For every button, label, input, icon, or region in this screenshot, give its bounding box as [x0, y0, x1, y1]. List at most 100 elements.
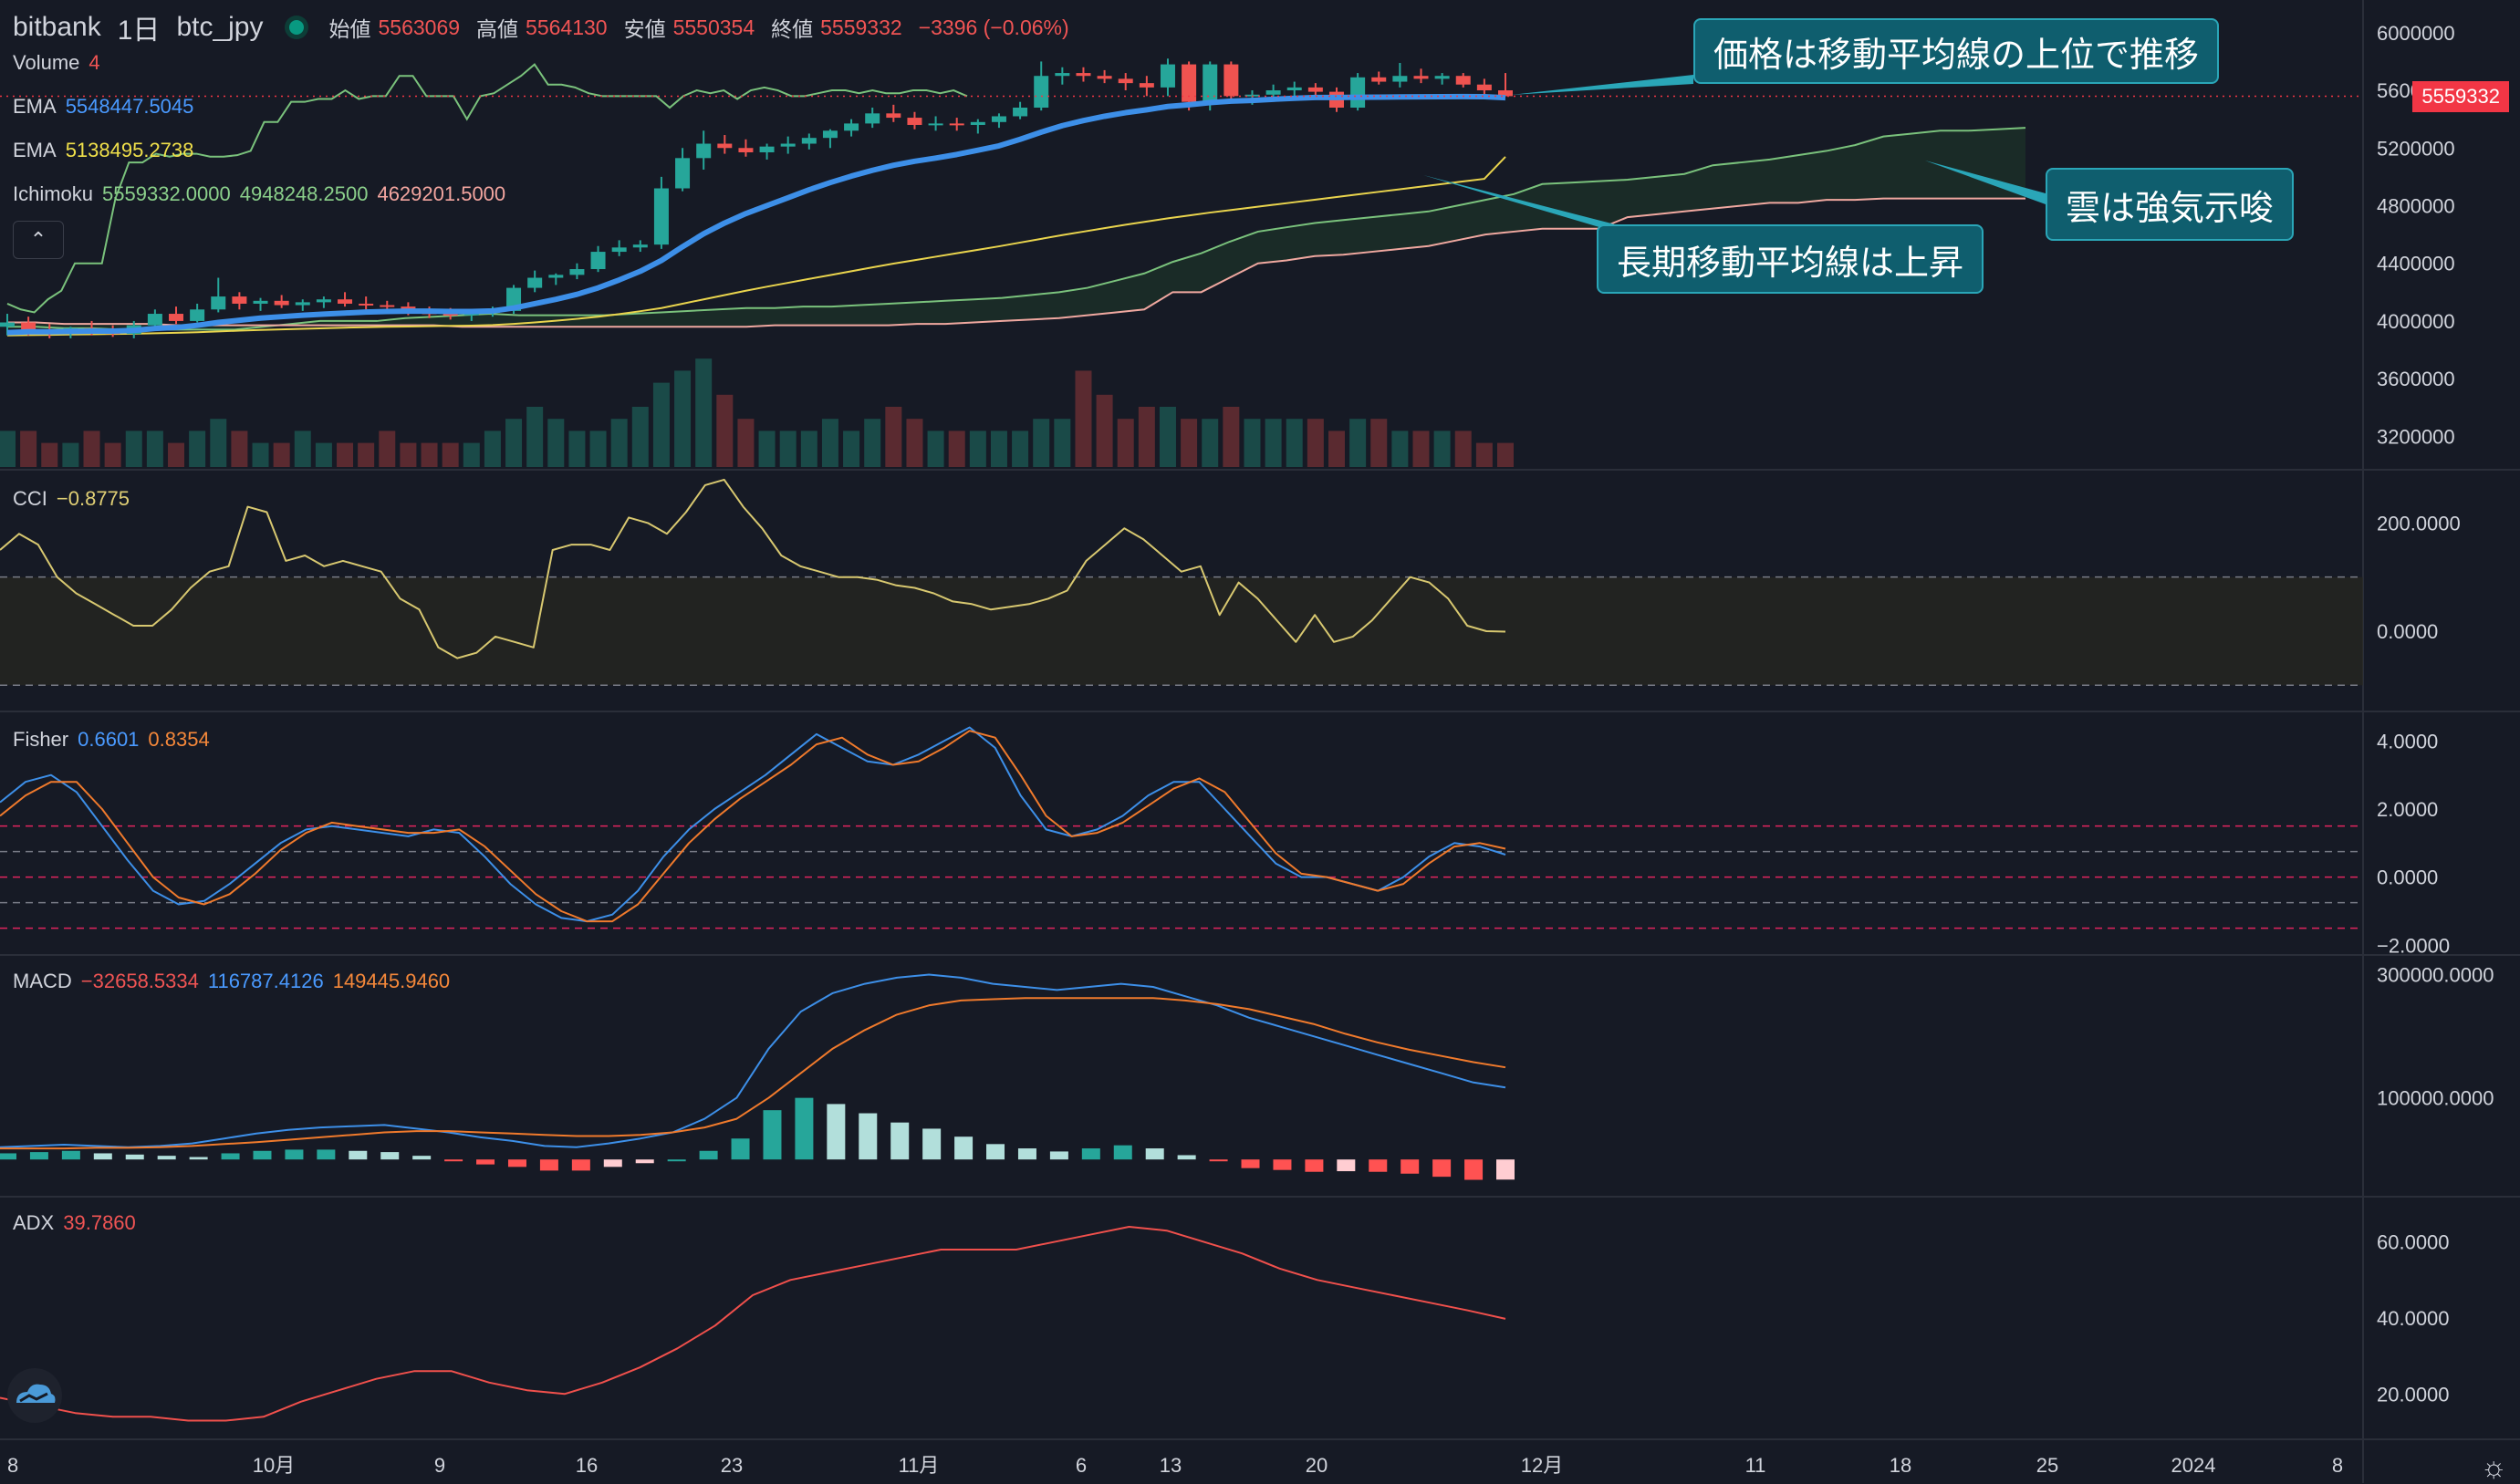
macd-pane — [0, 973, 1515, 1180]
volume-bar — [231, 431, 248, 467]
macd-histogram-bar — [189, 1157, 208, 1160]
cci-band-fill — [0, 576, 2363, 686]
volume-bar — [379, 431, 396, 467]
x-tick-label: 10月 — [253, 1454, 295, 1477]
candle-body — [675, 158, 691, 189]
ichimoku-value-2: 4948248.2500 — [239, 182, 369, 205]
candle-body — [1434, 76, 1450, 79]
macd-histogram-bar — [603, 1159, 622, 1167]
fisher-legend[interactable]: Fisher 0.6601 0.8354 — [13, 728, 210, 752]
x-tick-label: 6 — [1076, 1454, 1087, 1477]
candle-body — [1139, 83, 1154, 88]
volume-bar — [104, 442, 121, 467]
x-tick-label: 11 — [1745, 1454, 1766, 1477]
volume-bar — [1096, 394, 1113, 467]
callout-cloud-bullish[interactable]: 雲は強気示唆 — [2046, 168, 2295, 241]
macd-histogram-bar — [763, 1110, 782, 1160]
adx-legend[interactable]: ADX 39.7860 — [13, 1211, 136, 1235]
macd-legend[interactable]: MACD −32658.5334 116787.4126 149445.9460 — [13, 970, 450, 993]
macd-histogram-bar — [317, 1149, 336, 1160]
candle-body — [1265, 90, 1281, 95]
volume-bar — [442, 442, 459, 467]
fisher-line — [0, 726, 1506, 923]
symbol-header[interactable]: bitbank 1日 btc_jpy 始値 5563069 高値 5564130… — [13, 7, 1069, 47]
adx-value: 39.7860 — [63, 1211, 136, 1234]
macd-histogram-bar — [476, 1159, 495, 1165]
interval-label[interactable]: 1日 — [117, 16, 161, 46]
candle-body — [844, 123, 859, 131]
ichimoku-lagging-span — [6, 63, 968, 314]
macd-y-tick: 100000.0000 — [2377, 1087, 2494, 1110]
candle-body — [527, 277, 543, 288]
ichimoku-label: Ichimoku — [13, 182, 94, 205]
collapse-legend-button[interactable]: ⌃ — [13, 221, 64, 259]
macd-histogram-bar — [795, 1097, 814, 1160]
cci-legend[interactable]: CCI −0.8775 — [13, 487, 130, 511]
candle-body — [653, 188, 669, 245]
ema-slow-legend[interactable]: EMA 5138495.2738 — [13, 139, 193, 162]
candle-body — [1286, 87, 1302, 91]
ema-fast-legend[interactable]: EMA 5548447.5045 — [13, 95, 193, 119]
cci-pane — [0, 478, 2363, 687]
candle-body — [1498, 90, 1513, 97]
volume-value: 4 — [89, 51, 100, 74]
candle-body — [1350, 77, 1366, 108]
macd-histogram-bar — [890, 1122, 910, 1160]
volume-legend[interactable]: Volume 4 — [13, 51, 100, 75]
cci-y-tick: 0.0000 — [2377, 620, 2438, 643]
candle-body — [970, 121, 985, 125]
candle-body — [1476, 84, 1492, 91]
candle-body — [359, 303, 374, 306]
open-value: 5563069 — [378, 15, 461, 39]
x-tick-label: 9 — [434, 1454, 445, 1477]
x-tick-label: 20 — [1306, 1454, 1328, 1477]
macd-histogram-bar — [1337, 1159, 1356, 1172]
ichimoku-legend[interactable]: Ichimoku 5559332.0000 4948248.2500 46292… — [13, 182, 505, 206]
exchange-name: bitbank — [13, 12, 101, 42]
volume-bar — [906, 419, 923, 467]
volume-bar — [1412, 431, 1430, 467]
adx-y-tick: 20.0000 — [2377, 1383, 2450, 1406]
candle-body — [1013, 108, 1028, 117]
volume-bar — [400, 442, 417, 467]
macd-histogram-bar — [922, 1128, 942, 1160]
macd-value-2: 116787.4126 — [207, 970, 324, 992]
callout-text: 雲は強気示唆 — [2066, 189, 2275, 228]
candle-body — [548, 275, 564, 278]
candle-body — [338, 299, 353, 304]
volume-bar — [1391, 431, 1409, 467]
candle-body — [169, 314, 184, 321]
volume-bar — [463, 442, 480, 467]
ichimoku-value-1: 5559332.0000 — [102, 182, 231, 205]
ichimoku-value-3: 4629201.5000 — [377, 182, 506, 205]
price-y-tick: 4000000 — [2377, 310, 2455, 333]
candle-body — [0, 322, 15, 327]
candle-body — [21, 322, 36, 330]
volume-bar — [526, 407, 544, 467]
volume-bar — [1012, 431, 1029, 467]
price-y-tick: 3200000 — [2377, 425, 2455, 448]
volume-bar — [610, 419, 628, 467]
low-label: 安値 — [623, 17, 666, 41]
macd-histogram-bar — [157, 1156, 176, 1160]
settings-gear-icon[interactable]: ☼ — [2480, 1450, 2507, 1483]
callout-pointer — [1511, 75, 1693, 95]
volume-bar — [1286, 419, 1303, 467]
callout-price-above-ma[interactable]: 価格は移動平均線の上位で推移 — [1693, 18, 2220, 84]
callout-long-ma-rising[interactable]: 長期移動平均線は上昇 — [1597, 224, 1984, 294]
high-value: 5564130 — [526, 15, 608, 39]
volume-bar — [41, 442, 58, 467]
candle-body — [1160, 64, 1175, 88]
volume-bar — [716, 394, 734, 467]
macd-histogram-bar — [1273, 1159, 1292, 1170]
macd-histogram-bar — [1241, 1159, 1260, 1168]
brand-logo[interactable] — [7, 1368, 62, 1423]
macd-histogram-bar — [1496, 1159, 1515, 1180]
ema-fast-label: EMA — [13, 95, 57, 118]
candle-body — [274, 300, 289, 306]
volume-bar — [674, 370, 692, 467]
price-y-tick: 5200000 — [2377, 137, 2455, 160]
volume-bar — [843, 431, 860, 467]
